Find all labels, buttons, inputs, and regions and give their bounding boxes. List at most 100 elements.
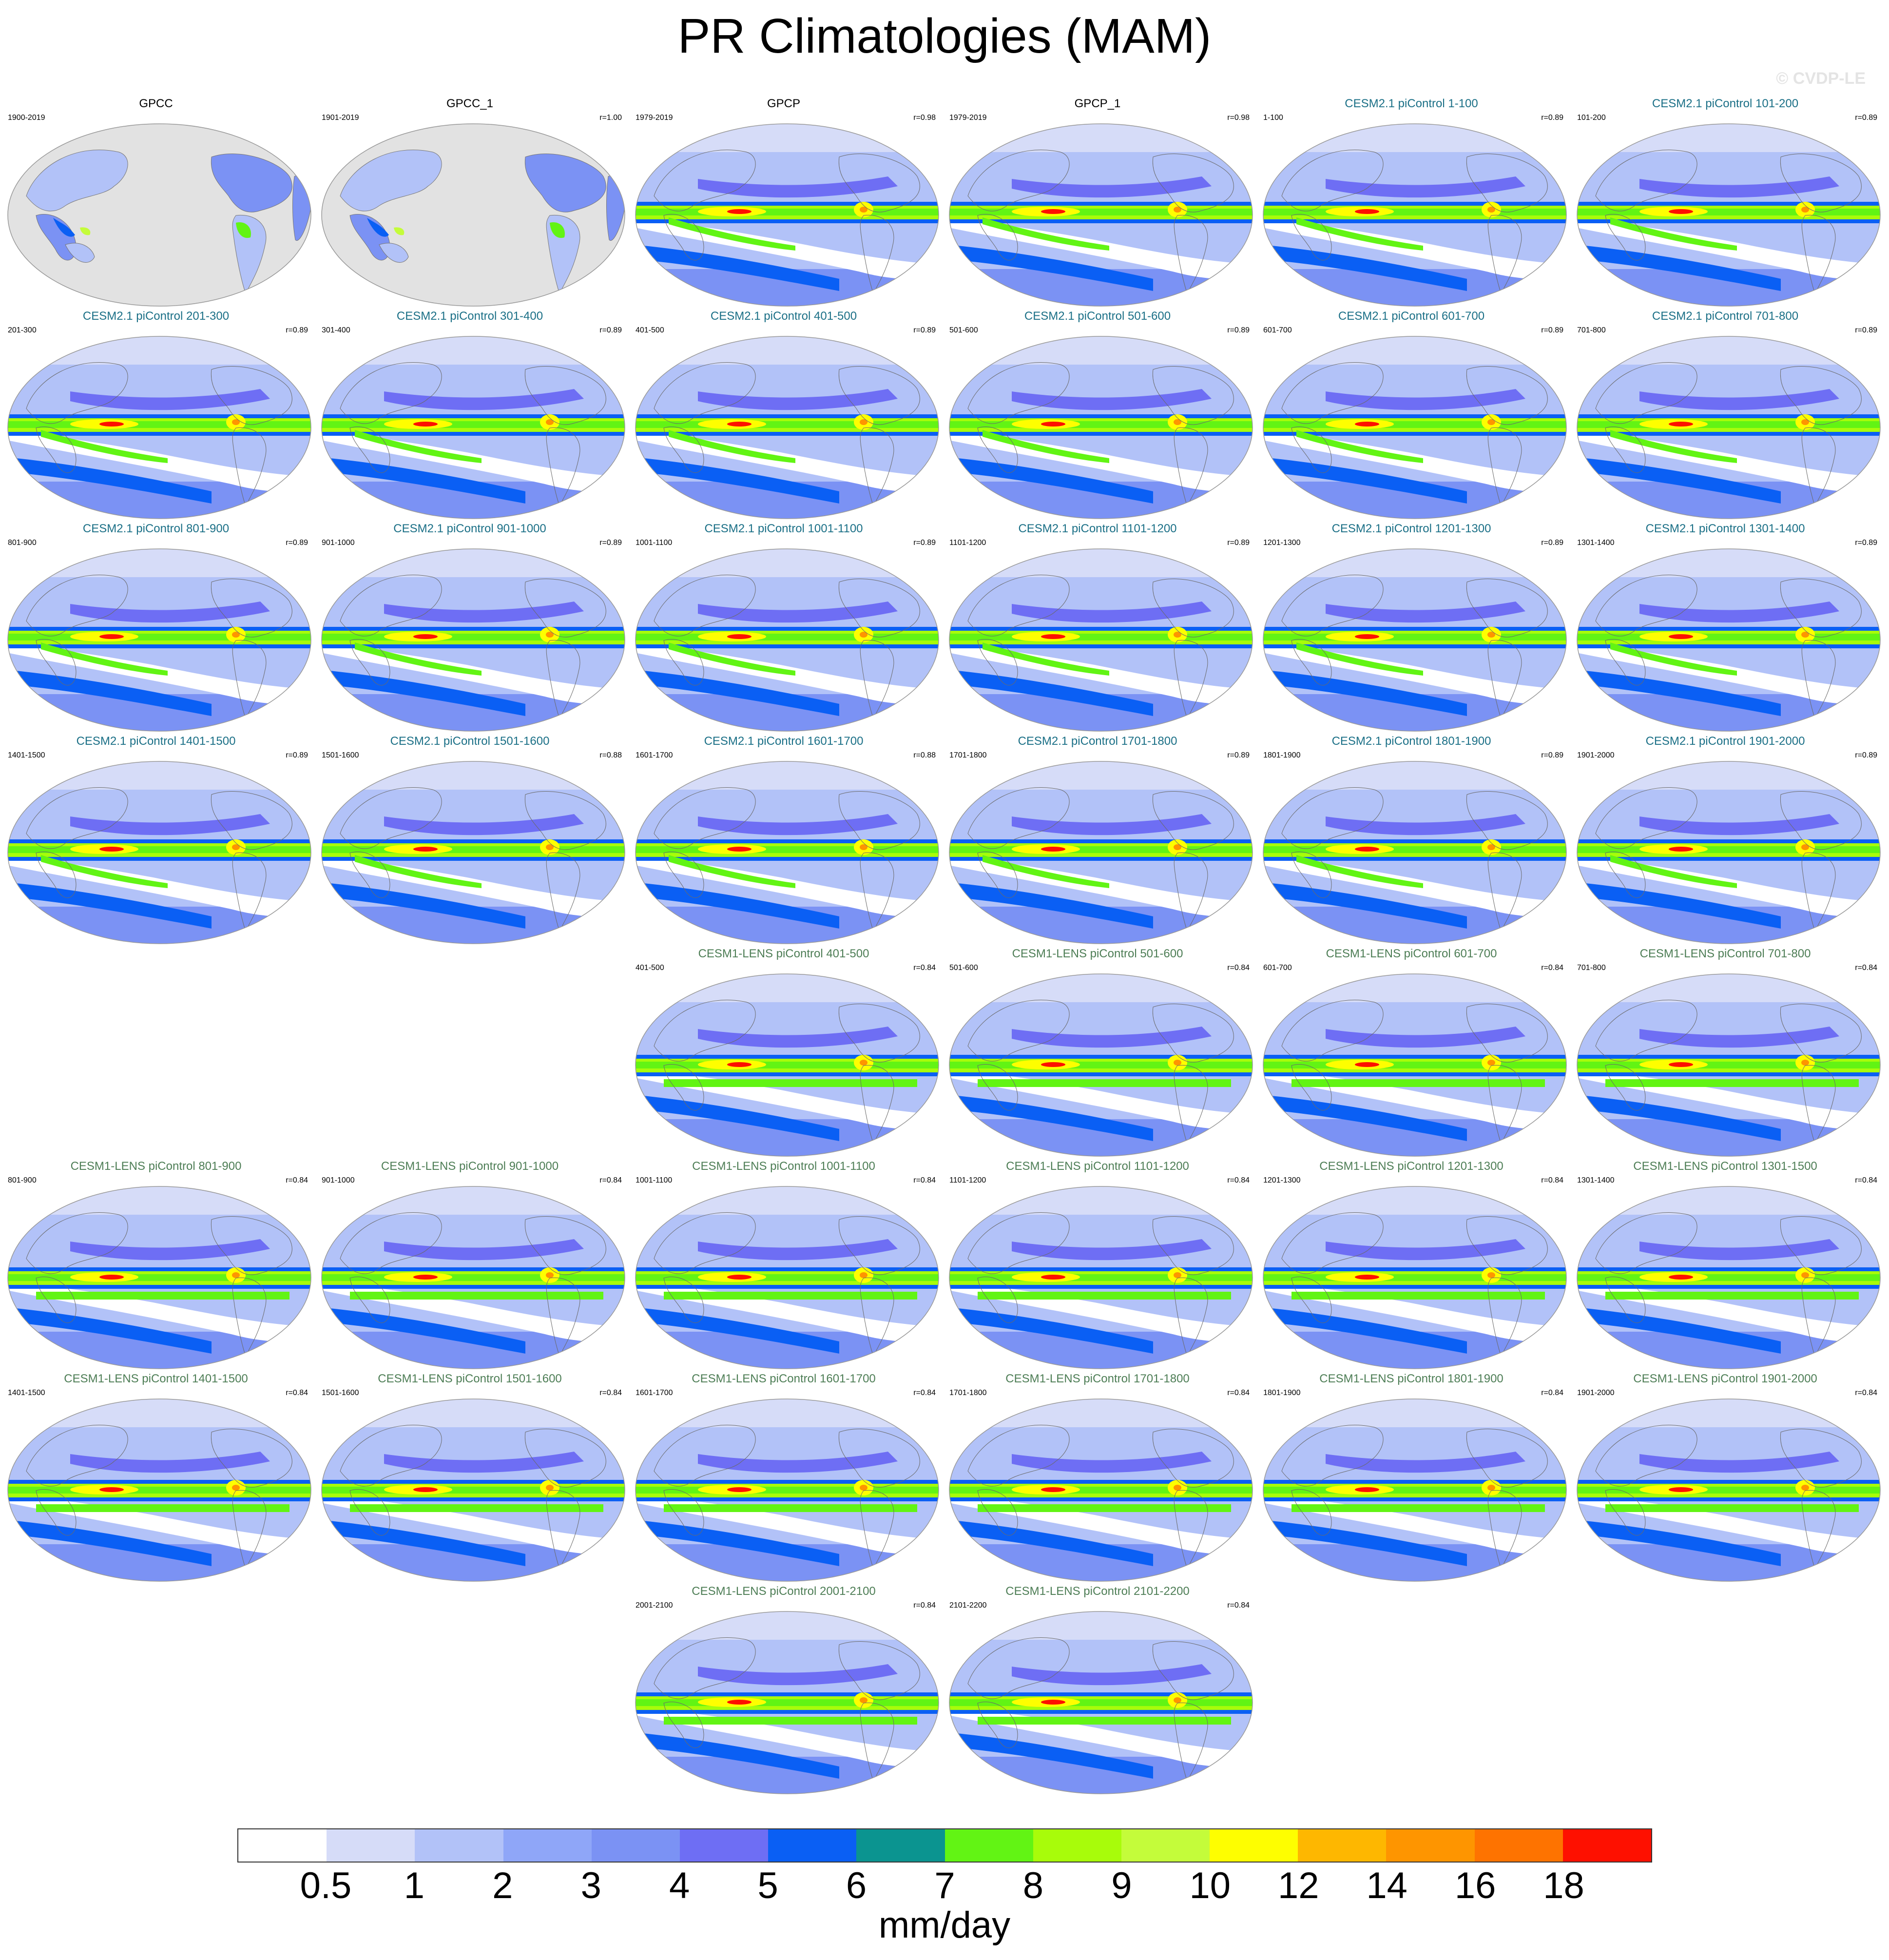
map-panel: CESM2.1 piControl 401-500 401-500 r=0.89 [628,308,940,523]
panel-years: 801-900 [8,539,37,547]
panel-correlation: r=0.84 [913,1176,936,1184]
map-panel: CESM2.1 piControl 801-900 801-900 r=0.89 [0,521,312,735]
panel-title: CESM2.1 piControl 1301-1400 [1645,522,1805,535]
map-panel: CESM2.1 piControl 1101-1200 1101-1200 r=0.… [942,521,1253,735]
map-panel: CESM2.1 piControl 501-600 501-600 r=0.89 [942,308,1253,523]
panel-years: 1601-1700 [636,751,673,759]
panel-title: CESM1-LENS piControl 1301-1500 [1633,1160,1817,1173]
precip-map [1577,336,1881,519]
panel-correlation: r=0.89 [1855,326,1877,334]
panel-title: CESM2.1 piControl 1501-1600 [390,735,550,748]
panel-years: 1201-1300 [1263,1176,1301,1184]
panel-title: CESM2.1 piControl 1-100 [1345,97,1478,110]
panel-correlation: r=0.84 [1227,964,1250,972]
panel-correlation: r=0.88 [913,751,936,759]
panel-correlation: r=0.84 [1227,1601,1250,1610]
panel-correlation: r=0.89 [599,539,622,547]
panel-years: 601-700 [1263,326,1292,334]
colorbar-box [856,1829,945,1862]
precip-map [635,336,939,519]
precip-map [635,123,939,307]
panel-years: 1401-1500 [8,751,45,759]
panel-title: CESM1-LENS piControl 801-900 [70,1160,242,1173]
panel-correlation: r=0.89 [1227,539,1250,547]
precip-map [7,123,311,307]
map-panel: CESM1-LENS piControl 1501-1600 1501-1600 r… [314,1371,626,1585]
panel-years: 1301-1400 [1577,539,1615,547]
panel-correlation: r=0.84 [599,1176,622,1184]
precip-map [1577,1186,1881,1369]
map-panel-grid: GPCC 1900-2019 GPCC_1 1901-2019 r=1.00 GPCP 19… [0,96,1881,1798]
panel-title: CESM1-LENS piControl 2101-2200 [1005,1585,1190,1598]
map-panel: CESM2.1 piControl 1-100 1-100 r=0.89 [1255,96,1567,310]
map-panel: CESM1-LENS piControl 1001-1100 1001-1100 r… [628,1158,940,1373]
panel-correlation: r=0.84 [913,1389,936,1397]
panel-title: CESM1-LENS piControl 1901-2000 [1633,1372,1817,1385]
map-panel: CESM2.1 piControl 1801-1900 1801-1900 r=0.… [1255,733,1567,948]
precip-map [1263,1398,1567,1582]
precip-map [949,761,1253,944]
panel-correlation: r=0.89 [1227,326,1250,334]
precip-map [949,336,1253,519]
panel-years: 601-700 [1263,964,1292,972]
colorbar-box [591,1829,680,1862]
panel-years: 701-800 [1577,964,1606,972]
colorbar-box [768,1829,857,1862]
panel-title: CESM2.1 piControl 1001-1100 [704,522,863,535]
colorbar-box [1210,1829,1298,1862]
map-panel: CESM1-LENS piControl 401-500 401-500 r=0.8… [628,946,940,1160]
precip-map [949,1186,1253,1369]
precip-map [635,548,939,732]
map-panel: CESM1-LENS piControl 801-900 801-900 r=0.8… [0,1158,312,1373]
panel-correlation: r=0.84 [599,1389,622,1397]
panel-title: CESM2.1 piControl 101-200 [1652,97,1799,110]
precip-map [1577,123,1881,307]
panel-correlation: r=0.89 [286,539,308,547]
precip-map [949,973,1253,1157]
map-panel: GPCC 1900-2019 [0,96,312,310]
panel-title: CESM2.1 piControl 1401-1500 [76,735,236,748]
colorbar-tick-label: 14 [1366,1865,1407,1906]
precip-map [635,761,939,944]
precip-map [321,761,625,944]
panel-years: 1979-2019 [636,114,673,122]
panel-correlation: r=0.89 [913,539,936,547]
map-panel: CESM1-LENS piControl 1701-1800 1701-1800 r… [942,1371,1253,1585]
panel-correlation: r=0.84 [1855,1389,1877,1397]
precip-map [1263,761,1567,944]
colorbar-tick-label: 12 [1277,1865,1319,1906]
panel-title: CESM2.1 piControl 601-700 [1338,310,1485,323]
precip-map [7,336,311,519]
panel-title: CESM2.1 piControl 1901-2000 [1645,735,1805,748]
precip-map [321,336,625,519]
colorbar-tick-label: 5 [757,1865,778,1906]
precip-map [635,973,939,1157]
map-panel: CESM2.1 piControl 1401-1500 1401-1500 r=0.… [0,733,312,948]
colorbar-box [1562,1829,1651,1862]
panel-years: 201-300 [8,326,37,334]
panel-correlation: r=0.84 [286,1389,308,1397]
panel-correlation: r=0.84 [286,1176,308,1184]
panel-years: 501-600 [949,964,978,972]
panel-correlation: r=0.89 [1541,539,1563,547]
precip-map [1577,548,1881,732]
map-panel: CESM2.1 piControl 1501-1600 1501-1600 r=0.… [314,733,626,948]
precip-map [321,123,625,307]
colorbar-tick-label: 4 [669,1865,690,1906]
panel-correlation: r=0.84 [913,1601,936,1610]
panel-years: 1-100 [1263,114,1283,122]
precip-map [7,548,311,732]
colorbar-tick-label: 8 [1022,1865,1044,1906]
panel-correlation: r=0.89 [599,326,622,334]
panel-years: 1101-1200 [949,539,986,547]
map-panel: CESM1-LENS piControl 2001-2100 2001-2100 r… [628,1583,940,1798]
panel-years: 1901-2000 [1577,1389,1615,1397]
panel-years: 1601-1700 [636,1389,673,1397]
panel-years: 1401-1500 [8,1389,45,1397]
panel-title: CESM2.1 piControl 1101-1200 [1018,522,1177,535]
panel-correlation: r=0.89 [286,326,308,334]
colorbar-box [1033,1829,1121,1862]
map-panel: CESM1-LENS piControl 901-1000 901-1000 r=0… [314,1158,626,1373]
map-panel: CESM1-LENS piControl 701-800 701-800 r=0.8… [1569,946,1881,1160]
panel-years: 1979-2019 [949,114,987,122]
